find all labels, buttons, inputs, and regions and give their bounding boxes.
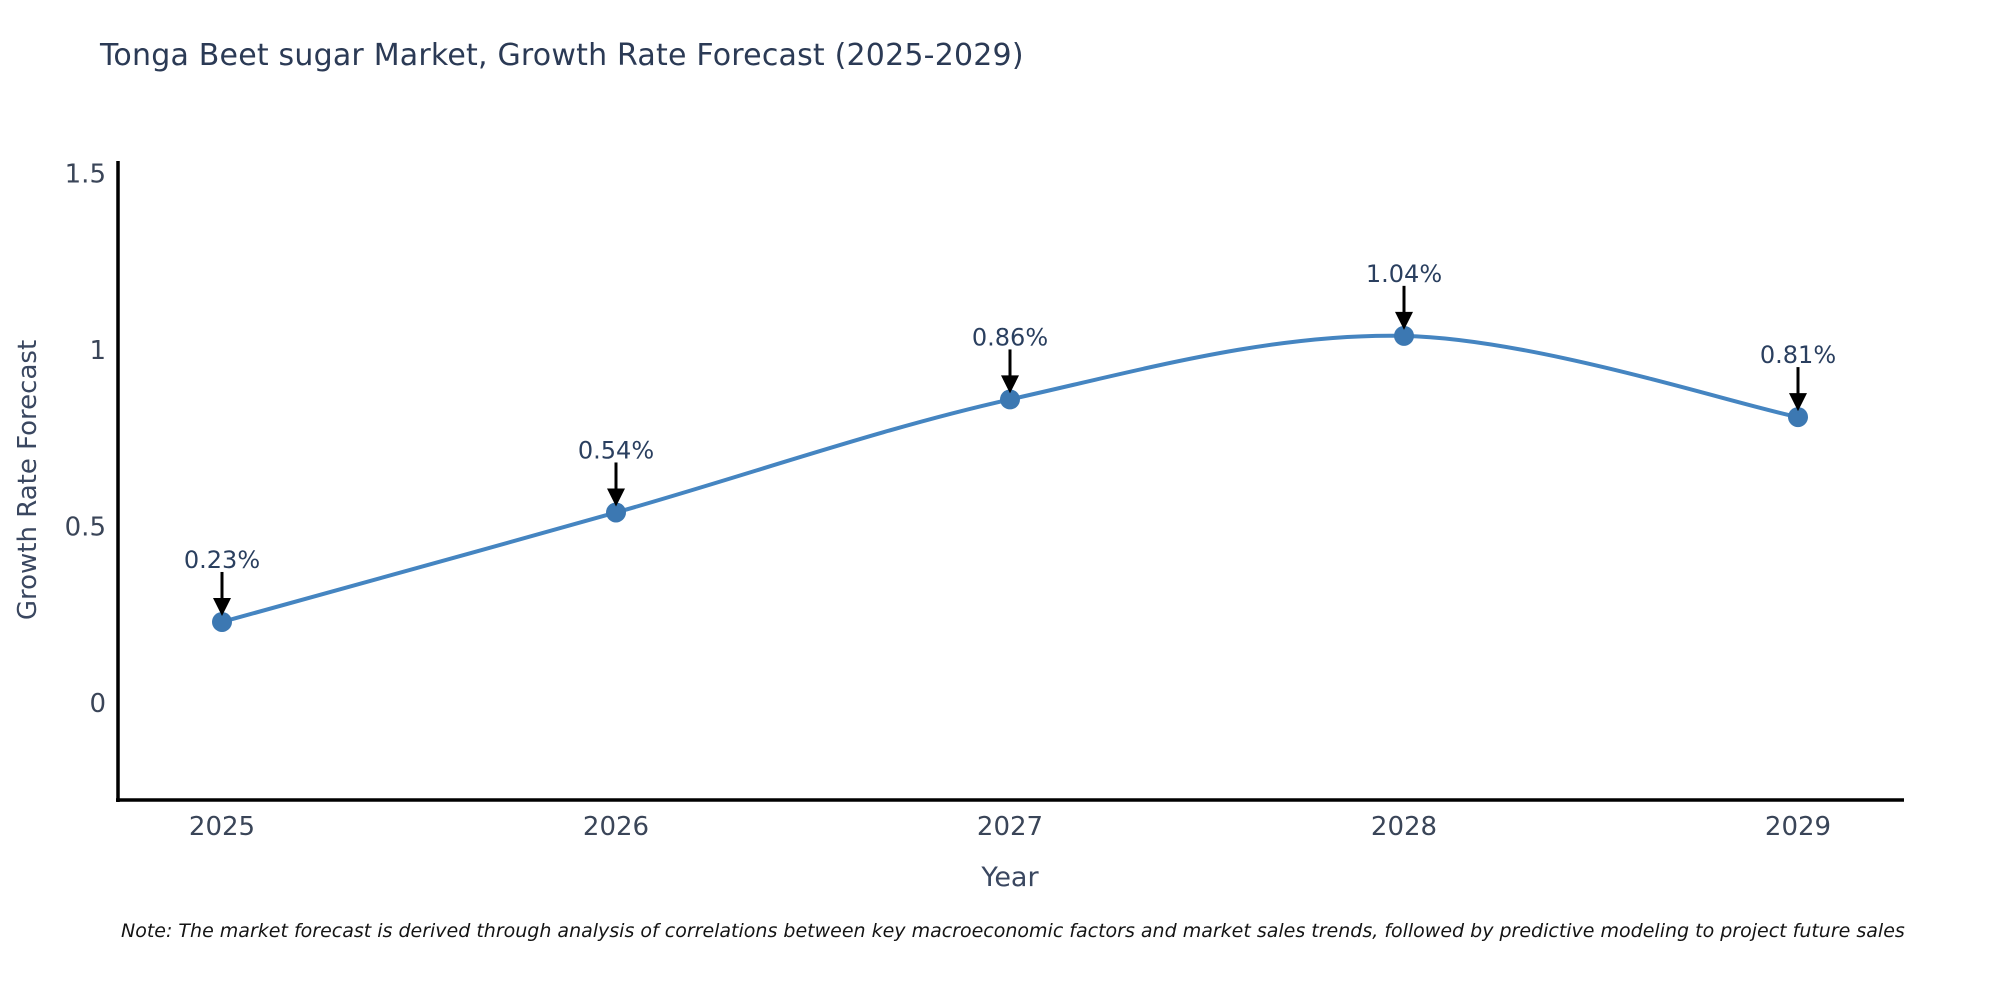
data-point-marker	[1788, 407, 1808, 428]
data-point-marker	[1394, 325, 1414, 346]
x-tick-label: 2029	[1765, 812, 1831, 842]
data-point-label: 0.81%	[1760, 341, 1836, 369]
annotation-arrow-head	[607, 488, 625, 507]
y-tick-label: 1.5	[65, 159, 106, 189]
y-tick-label: 0	[89, 689, 106, 719]
data-point-marker	[1000, 389, 1020, 410]
data-point-label: 1.04%	[1366, 260, 1442, 288]
x-tick-label: 2026	[583, 812, 649, 842]
x-tick-label: 2027	[977, 812, 1043, 842]
data-point-label: 0.23%	[184, 546, 260, 574]
chart-title: Tonga Beet sugar Market, Growth Rate For…	[100, 38, 1024, 73]
data-point-label: 0.54%	[578, 436, 654, 464]
x-axis-title: Year	[981, 862, 1039, 893]
data-point-label: 0.86%	[972, 323, 1048, 351]
y-tick-label: 1	[89, 336, 106, 366]
annotation-arrow-head	[1395, 311, 1413, 330]
data-point-marker	[212, 611, 232, 632]
x-tick-label: 2028	[1371, 812, 1437, 842]
footnote: Note: The market forecast is derived thr…	[121, 920, 1905, 942]
annotation-arrow-head	[1001, 375, 1019, 394]
data-point-marker	[606, 502, 626, 523]
annotation-arrow-head	[213, 597, 231, 616]
y-tick-label: 0.5	[65, 513, 106, 543]
annotation-arrow-head	[1789, 393, 1807, 412]
x-tick-label: 2025	[189, 812, 255, 842]
